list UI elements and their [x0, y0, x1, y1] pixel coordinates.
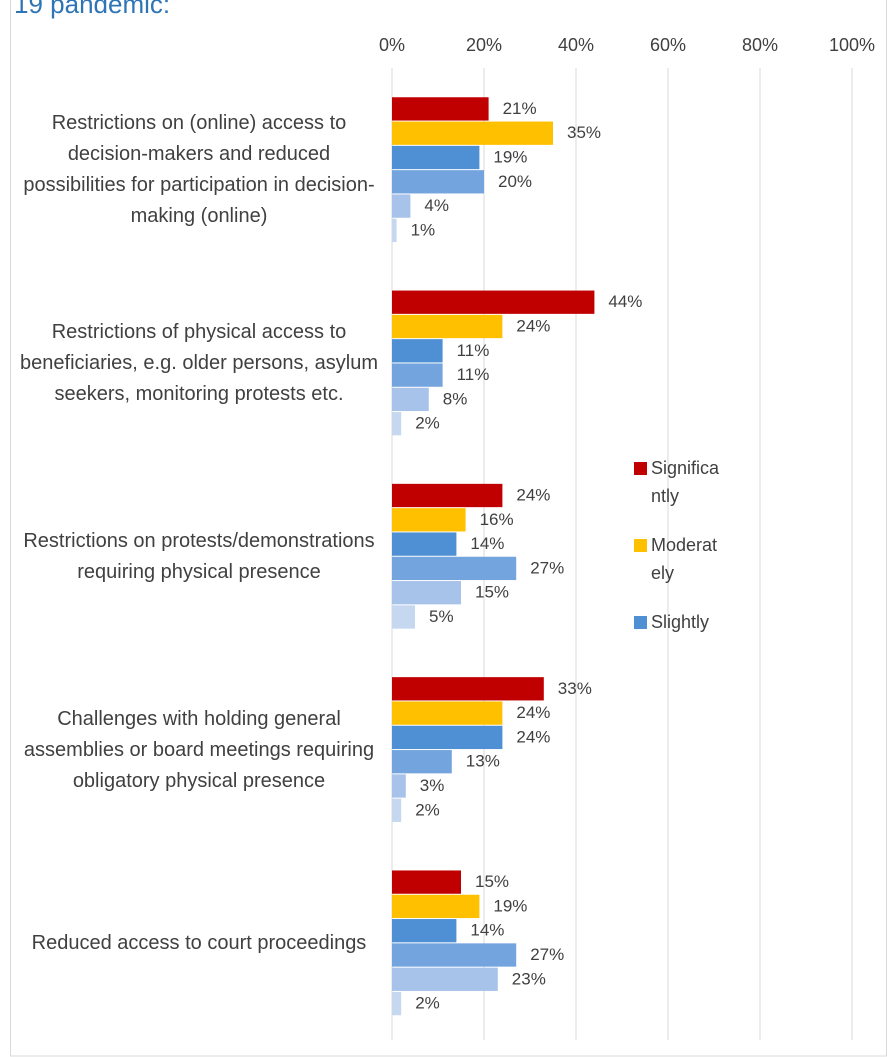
data-label: 2% [415, 994, 440, 1013]
data-label: 24% [516, 727, 550, 746]
bar [392, 774, 406, 798]
bar [392, 412, 402, 436]
data-label: 27% [530, 945, 564, 964]
data-label: 11% [457, 365, 490, 384]
data-label: 27% [530, 558, 564, 577]
bar [392, 121, 553, 145]
data-label: 23% [512, 969, 546, 988]
bar [392, 943, 517, 967]
legend-entry: Significantly [651, 458, 720, 506]
y-tick-label: Restrictions on (online) access to decis… [23, 112, 375, 228]
bar [392, 483, 503, 508]
bar [392, 508, 466, 532]
bar [392, 218, 397, 243]
legend-swatch [634, 616, 647, 629]
bar [392, 725, 503, 750]
data-label: 8% [443, 389, 468, 408]
bar [392, 798, 402, 822]
bar [392, 870, 461, 894]
data-label: 2% [415, 414, 440, 433]
x-tick-label: 80% [742, 35, 778, 55]
data-label: 20% [498, 172, 532, 191]
bar [392, 97, 489, 121]
bar [392, 605, 415, 629]
y-tick-label: Restrictions on protests/demonstrations … [23, 529, 375, 583]
bar [392, 919, 457, 943]
bar [392, 532, 457, 556]
data-label: 19% [493, 896, 527, 915]
data-label: 24% [516, 703, 550, 722]
bar [392, 387, 429, 412]
data-label: 15% [475, 583, 509, 602]
bar [392, 556, 517, 581]
bar [392, 750, 452, 774]
bar [392, 701, 503, 725]
data-label: 2% [415, 800, 440, 819]
bar [392, 290, 595, 314]
legend-entry: Slightly [651, 612, 710, 632]
bar [392, 363, 443, 387]
legend-entry-box: Significantly [651, 458, 720, 506]
data-label: 24% [516, 485, 550, 504]
x-tick-label: 0% [379, 35, 405, 55]
data-label: 4% [424, 196, 449, 215]
bar [392, 581, 461, 605]
category-label-box: Restrictions on (online) access to decis… [23, 112, 375, 228]
legend-entry-box: Slightly [651, 612, 710, 632]
data-label: 24% [516, 316, 550, 335]
legend-entry-box: Moderately [651, 535, 718, 583]
data-label: 21% [503, 99, 537, 118]
x-tick-label: 100% [829, 35, 875, 55]
bar [392, 967, 498, 991]
data-label: 3% [420, 776, 445, 795]
legend-swatch [634, 539, 647, 552]
legend-entry: Moderately [651, 535, 718, 583]
data-label: 5% [429, 607, 454, 626]
data-label: 15% [475, 872, 509, 891]
category-label-box: Reduced access to court proceedings [31, 931, 367, 954]
data-label: 16% [480, 510, 514, 529]
y-tick-label: Restrictions of physical access to benef… [20, 320, 378, 405]
y-tick-label: Challenges with holding general assembli… [23, 707, 375, 792]
x-tick-label: 20% [466, 35, 502, 55]
x-tick-label: 60% [650, 35, 686, 55]
y-tick-label: Reduced access to court proceedings [31, 931, 367, 954]
data-label: 11% [457, 341, 490, 360]
bar [392, 194, 411, 218]
data-label: 33% [558, 679, 592, 698]
data-label: 44% [608, 292, 642, 311]
data-label: 1% [411, 220, 436, 239]
data-label: 14% [470, 534, 504, 553]
x-tick-label: 40% [558, 35, 594, 55]
bar [392, 145, 480, 170]
bar [392, 339, 443, 363]
data-label: 14% [470, 921, 504, 940]
bar [392, 991, 402, 1016]
chart-title: 19 pandemic: [14, 0, 170, 19]
data-label: 13% [466, 752, 500, 771]
bar [392, 894, 480, 919]
category-label-box: Restrictions of physical access to benef… [20, 320, 378, 405]
bar [392, 314, 503, 339]
category-label-box: Challenges with holding general assembli… [23, 707, 375, 792]
bar [392, 170, 484, 194]
category-label-box: Restrictions on protests/demonstrations … [23, 529, 375, 583]
chart-border [10, 0, 887, 1057]
legend-swatch [634, 462, 647, 475]
data-label: 19% [493, 147, 527, 166]
data-label: 35% [567, 123, 601, 142]
bar [392, 677, 544, 701]
